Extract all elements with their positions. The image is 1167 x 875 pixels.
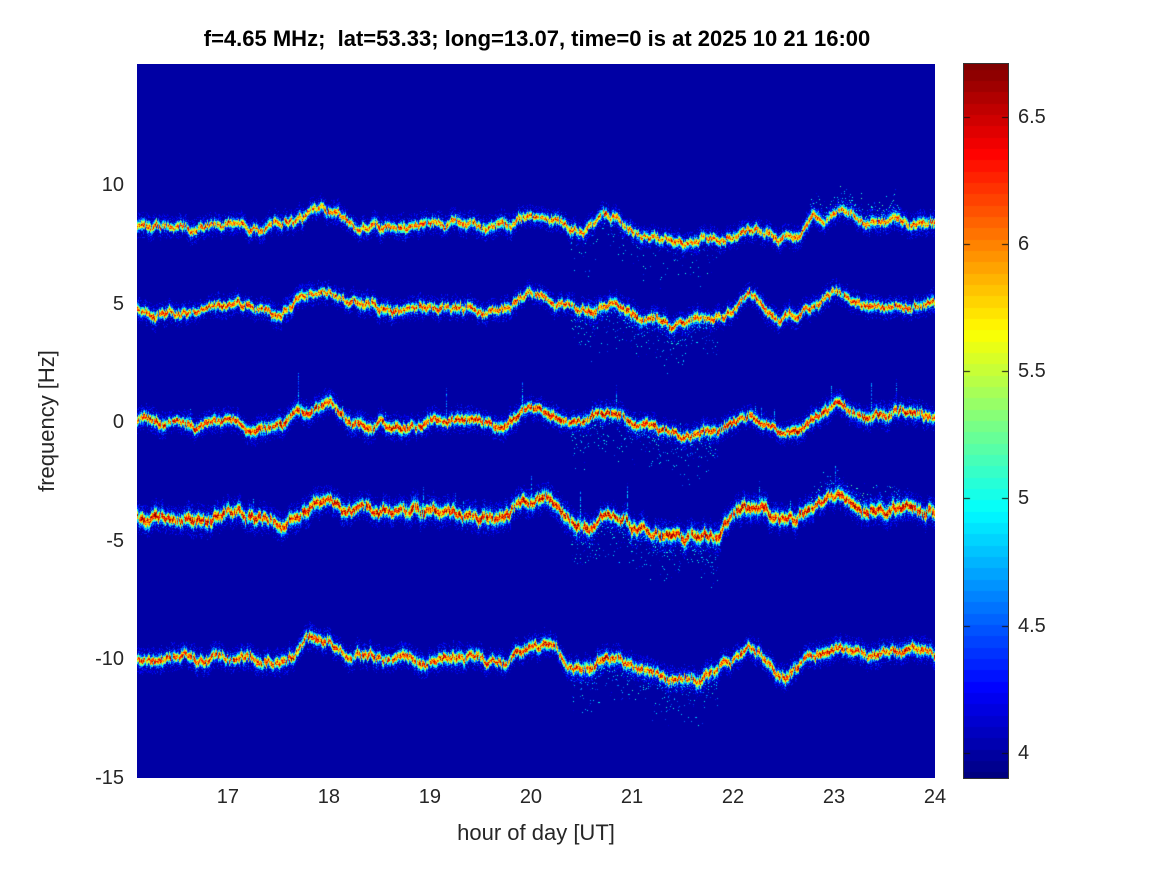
colorbar-tick-label: 6 <box>1018 233 1030 256</box>
y-tick-label: 10 <box>101 173 124 196</box>
x-axis-label: hour of day [UT] <box>457 820 615 845</box>
colorbar-tick-label: 5.5 <box>1018 360 1046 383</box>
spectrogram-plot <box>137 64 935 778</box>
colorbar-tick-label: 5 <box>1018 487 1030 510</box>
y-axis-label: frequency [Hz] <box>34 350 59 492</box>
y-tick-label: -5 <box>106 529 124 552</box>
colorbar-tick-label: 4 <box>1018 741 1030 764</box>
chart-title: f=4.65 MHz; lat=53.33; long=13.07, time=… <box>203 26 871 51</box>
colorbar-tick-label: 6.5 <box>1018 106 1046 129</box>
x-tick-label: 19 <box>418 786 442 808</box>
x-tick-label: 18 <box>317 786 341 808</box>
x-tick-label: 21 <box>620 786 644 808</box>
colorbar-tick-label: 4.5 <box>1018 614 1046 637</box>
x-tick-label: 24 <box>923 786 947 808</box>
y-tick-label: 0 <box>112 411 124 434</box>
x-axis-ticks: 17 18 19 20 21 22 23 24 <box>137 784 946 810</box>
y-axis-ticks: -15 -10 -5 0 5 10 <box>0 64 124 789</box>
y-tick-label: -10 <box>95 648 124 671</box>
colorbar <box>963 63 1009 779</box>
x-tick-label: 22 <box>721 786 745 808</box>
colorbar-ticks: 4 4.5 5 5.5 6 6.5 <box>1018 64 1108 778</box>
y-tick-label: 5 <box>112 292 124 315</box>
x-tick-label: 17 <box>216 786 240 808</box>
x-tick-label: 20 <box>519 786 543 808</box>
x-tick-label: 23 <box>822 786 846 808</box>
y-tick-label: -15 <box>95 767 124 789</box>
